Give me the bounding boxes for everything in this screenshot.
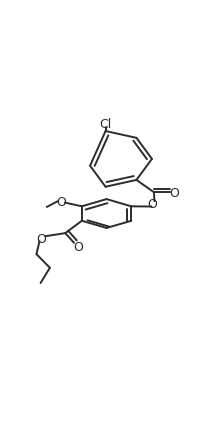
Text: Cl: Cl xyxy=(99,118,112,131)
Text: O: O xyxy=(56,196,66,209)
Text: O: O xyxy=(170,186,180,199)
Text: O: O xyxy=(37,232,47,245)
Text: O: O xyxy=(147,198,157,210)
Text: O: O xyxy=(73,240,83,253)
